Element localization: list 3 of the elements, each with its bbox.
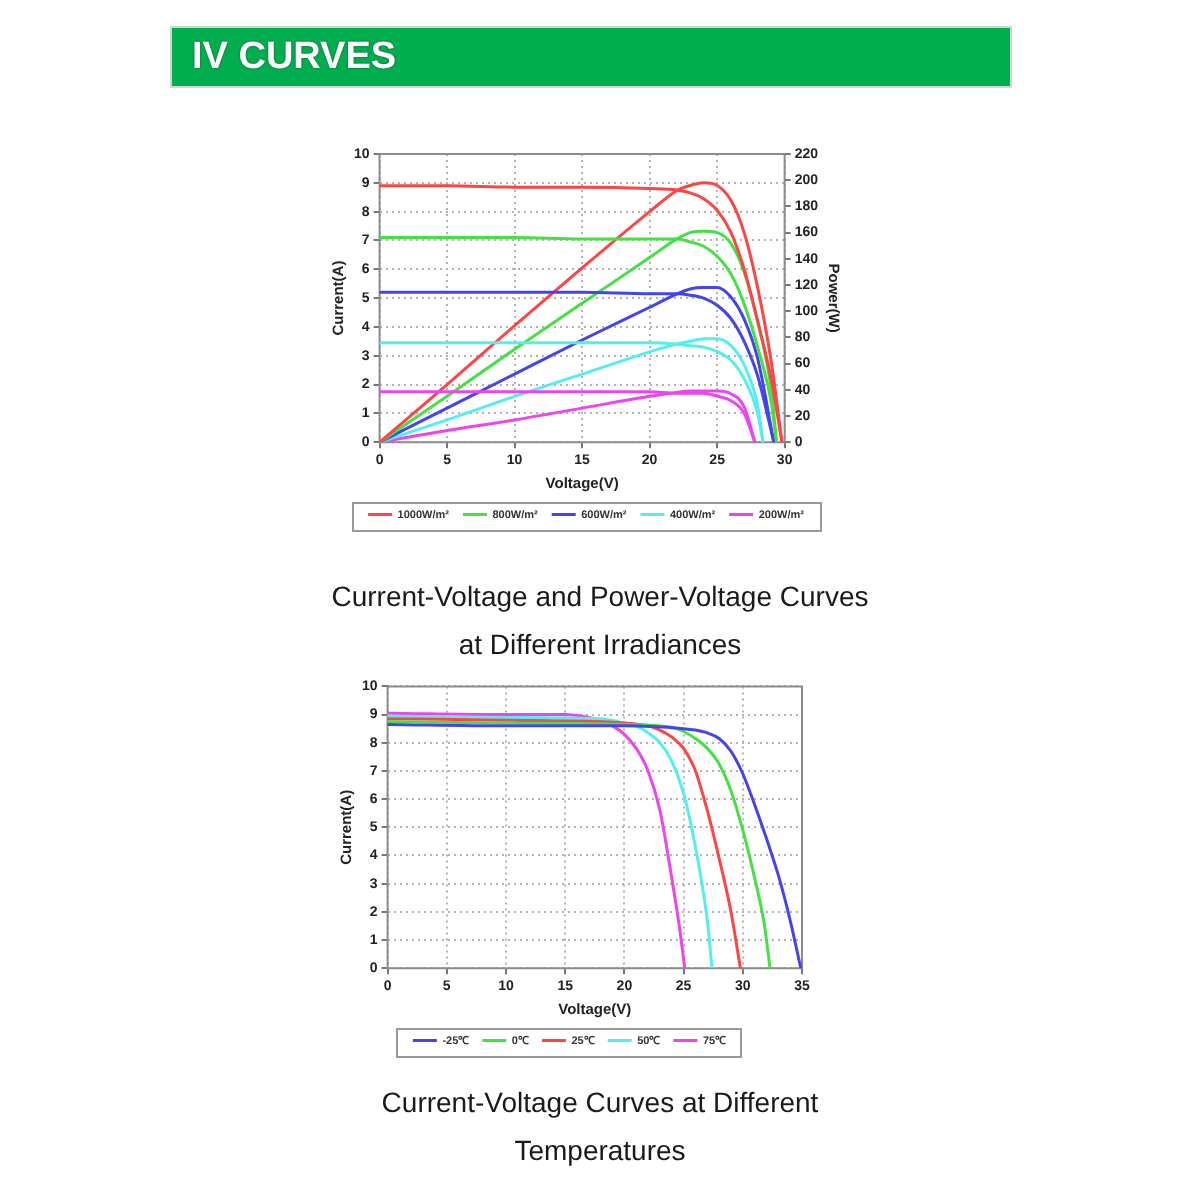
text: Current-Voltage Curves at Different Temperatures xyxy=(379,1084,821,1170)
text: Current-Voltage and Power-Voltage Curves at Different Irradiances xyxy=(329,578,871,664)
header-banner: IV CURVES xyxy=(172,28,1010,86)
